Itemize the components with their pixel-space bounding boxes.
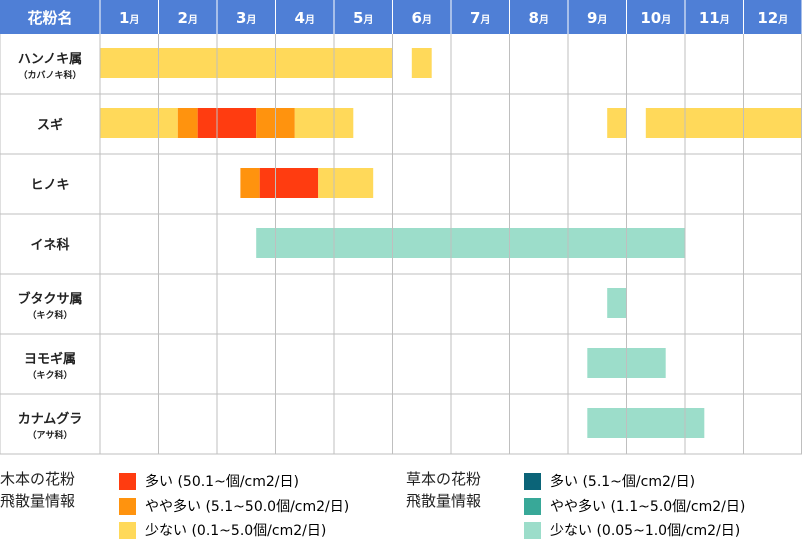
tree-legend-item-mid: やや多い (5.1~50.0個/cm2/日) (119, 496, 349, 516)
tree-high-swatch (119, 472, 136, 490)
row-label-1: スギ (37, 117, 63, 133)
header-bar (0, 0, 802, 34)
bar-1-5 (607, 108, 627, 138)
bar-3-0 (256, 228, 685, 258)
bar-1-6 (645, 108, 802, 138)
tree-legend-title: 木本の花粉 飛散量情報 (0, 468, 75, 512)
grass-low-label: 少ない (0.05~1.0個/cm2/日) (550, 523, 741, 539)
bar-2-1 (259, 168, 319, 198)
grass-low-swatch (524, 521, 541, 539)
month-label-3: 3月 (236, 9, 256, 27)
row-sublabel-4: （キク科） (27, 309, 72, 321)
bar-1-0 (100, 108, 178, 138)
bar-6-0 (587, 408, 705, 438)
row-label-4: ブタクサ属 (17, 291, 82, 307)
grass-legend-title: 草本の花粉 飛散量情報 (406, 468, 481, 512)
grass-mid-swatch (524, 497, 541, 515)
grass-high-label: 多い (5.1~個/cm2/日) (550, 474, 696, 490)
month-label-11: 11月 (699, 9, 730, 27)
month-label-6: 6月 (412, 9, 432, 27)
row-label-6: カナムグラ (18, 411, 83, 427)
grass-legend-item-low: 少ない (0.05~1.0個/cm2/日) (524, 520, 740, 540)
month-label-12: 12月 (757, 9, 788, 27)
month-label-9: 9月 (587, 9, 607, 27)
month-label-8: 8月 (529, 9, 549, 27)
bar-2-2 (318, 168, 374, 198)
row-label-0: ハンノキ属 (18, 52, 82, 67)
grass-mid-label: やや多い (1.1~5.0個/cm2/日) (550, 499, 746, 515)
bar-0-1 (411, 48, 432, 78)
row-label-3: イネ科 (30, 237, 69, 253)
row-label-5: ヨモギ属 (24, 351, 76, 367)
tree-legend-title-line1: 木本の花粉 (0, 470, 76, 488)
tree-legend-item-high: 多い (50.1~個/cm2/日) (119, 471, 299, 491)
bar-0-0 (100, 48, 393, 78)
month-label-10: 10月 (640, 9, 671, 27)
bar-4-0 (607, 288, 627, 318)
tree-mid-label: やや多い (5.1~50.0個/cm2/日) (145, 499, 350, 515)
grass-legend-item-mid: やや多い (1.1~5.0個/cm2/日) (524, 496, 745, 516)
bar-1-2 (197, 108, 257, 138)
row-sublabel-6: （アサ科） (27, 429, 72, 441)
tree-mid-swatch (119, 497, 136, 515)
tree-legend-item-low: 少ない (0.1~5.0個/cm2/日) (119, 520, 326, 540)
row-label-2: ヒノキ (30, 178, 69, 193)
grass-legend-title-line2: 飛散量情報 (406, 492, 482, 510)
month-label-1: 1月 (119, 9, 139, 27)
month-label-2: 2月 (178, 9, 198, 27)
header-corner-label: 花粉名 (27, 9, 72, 27)
month-label-5: 5月 (353, 9, 373, 27)
grass-legend-item-high: 多い (5.1~個/cm2/日) (524, 471, 695, 491)
bar-2-0 (240, 168, 260, 198)
tree-low-swatch (119, 521, 136, 539)
bar-1-1 (177, 108, 198, 138)
month-label-7: 7月 (470, 9, 490, 27)
row-sublabel-5: （キク科） (27, 369, 72, 381)
row-sublabel-0: （カバノキ科） (18, 69, 81, 81)
month-label-4: 4月 (295, 9, 315, 27)
tree-low-label: 少ない (0.1~5.0個/cm2/日) (145, 523, 327, 539)
tree-legend-title-line2: 飛散量情報 (0, 492, 76, 510)
grass-high-swatch (524, 472, 541, 490)
bar-1-4 (294, 108, 354, 138)
grass-legend-title-line1: 草本の花粉 (406, 470, 482, 488)
tree-high-label: 多い (50.1~個/cm2/日) (145, 474, 299, 490)
